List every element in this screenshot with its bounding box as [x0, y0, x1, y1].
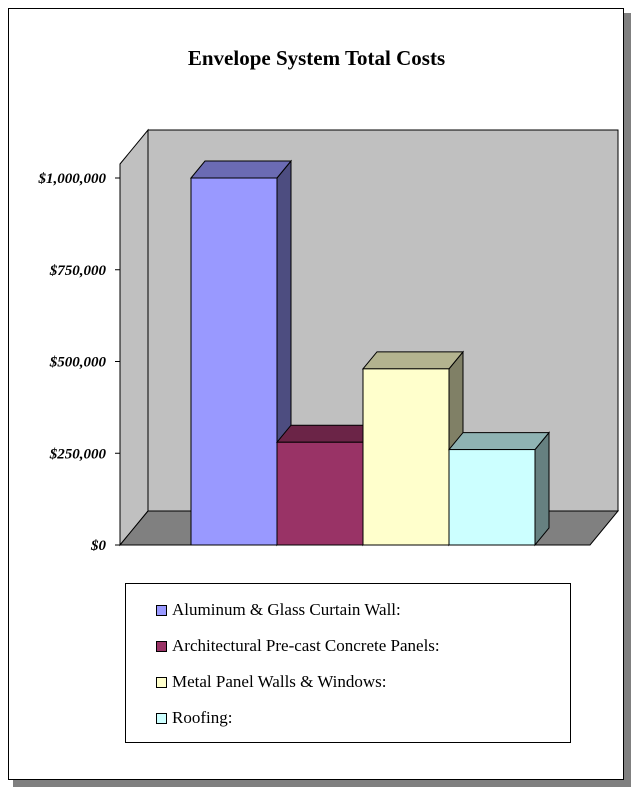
legend-item: Aluminum & Glass Curtain Wall:	[156, 598, 401, 622]
legend-swatch	[156, 640, 167, 652]
chart-title: Envelope System Total Costs	[187, 46, 446, 70]
legend-label: Aluminum & Glass Curtain Wall:	[172, 600, 401, 619]
y-axis-tick-labels: $0 $250,000 $500,000 $750,000 $1,000,000	[38, 171, 121, 554]
y-tick-label: $750,000	[49, 263, 107, 279]
bar-front	[448, 449, 536, 546]
chart-legend: Aluminum & Glass Curtain Wall: Architectu…	[125, 583, 571, 743]
bar-top	[189, 160, 293, 179]
legend-swatch	[156, 712, 167, 724]
bar-side	[534, 431, 550, 547]
y-tick-label: $0	[90, 538, 107, 554]
y-tick-label: $500,000	[49, 355, 107, 371]
bar-1	[189, 159, 293, 547]
legend-label: Roofing:	[172, 708, 233, 727]
legend-item: Architectural Pre-cast Concrete Panels:	[156, 634, 440, 658]
bar-3	[361, 350, 465, 547]
bar-top	[361, 351, 465, 370]
bar-front	[190, 177, 278, 546]
y-tick-label: $1,000,000	[38, 171, 107, 187]
legend-item: Metal Panel Walls & Windows:	[156, 670, 387, 694]
legend-swatch	[156, 676, 167, 688]
legend-label: Metal Panel Walls & Windows:	[172, 672, 387, 691]
bar-4	[447, 431, 551, 547]
legend-item: Roofing:	[156, 706, 232, 730]
bar-front	[276, 441, 364, 546]
legend-label: Architectural Pre-cast Concrete Panels:	[172, 636, 440, 655]
bar-top	[275, 424, 379, 443]
bar-front	[362, 368, 450, 546]
chart-bars	[189, 159, 551, 547]
bar-top	[447, 432, 551, 451]
side-wall	[119, 128, 149, 547]
y-tick-label: $250,000	[49, 446, 107, 462]
legend-swatch	[156, 604, 167, 616]
bar-2	[275, 423, 379, 547]
chart-plot-area: $0 $250,000 $500,000 $750,000 $1,000,000	[38, 128, 620, 554]
